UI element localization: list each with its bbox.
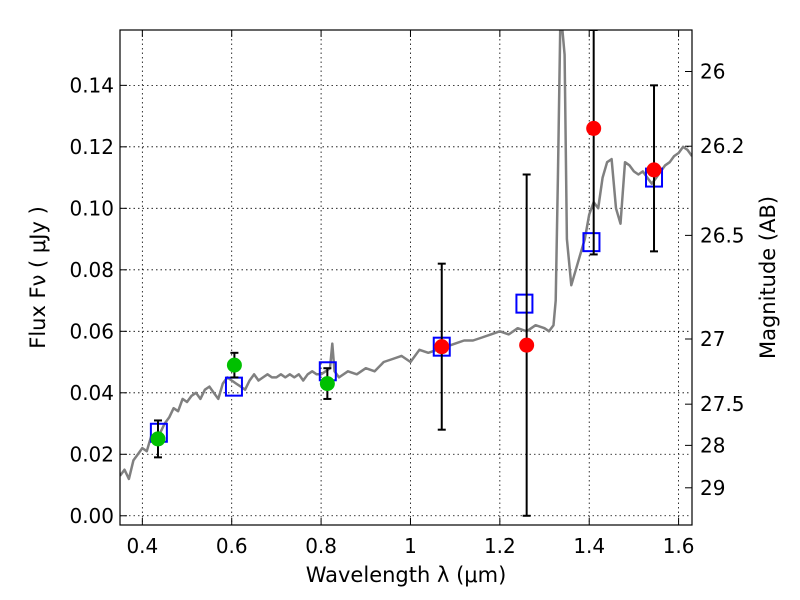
mag-tick-label: 28 — [700, 433, 725, 457]
grid — [120, 30, 692, 525]
mag-tick-label: 26.2 — [700, 134, 745, 158]
plot-series — [120, 30, 692, 517]
y-tick-label: 0.06 — [69, 319, 114, 343]
green-data-point — [226, 357, 242, 373]
x-tick-label: 1 — [404, 534, 417, 558]
y-tick-label: 0.12 — [69, 135, 114, 159]
y-tick-label: 0.10 — [69, 196, 114, 220]
x-axis-label: Wavelength λ (μm) — [306, 563, 507, 587]
green-data-point — [319, 376, 335, 392]
x-tick-label: 0.8 — [305, 534, 337, 558]
red-data-point — [586, 120, 602, 136]
y-tick-label: 0.08 — [69, 258, 114, 282]
mag-tick-label: 27 — [700, 327, 725, 351]
x-tick-label: 1.2 — [484, 534, 516, 558]
model-square-point — [515, 293, 534, 314]
red-data-point — [646, 162, 662, 178]
mag-tick-label: 26.5 — [700, 223, 745, 247]
y-tick-label: 0.14 — [69, 73, 114, 97]
mag-tick-label: 27.5 — [700, 392, 745, 416]
x-tick-label: 0.4 — [126, 534, 158, 558]
mag-tick-label: 26 — [700, 60, 725, 84]
sed-line — [120, 30, 692, 481]
y-axis-label: Flux Fν ( μJy ) — [26, 206, 50, 349]
x-tick-label: 1.4 — [573, 534, 605, 558]
y-tick-label: 0.00 — [69, 504, 114, 528]
plot-frame — [119, 29, 693, 526]
green-data-point — [150, 431, 166, 447]
mag-tick-label: 29 — [700, 476, 725, 500]
red-data-point — [434, 339, 450, 355]
y-tick-label: 0.04 — [69, 381, 114, 405]
model-square-point — [582, 232, 601, 253]
y-tick-label: 0.02 — [69, 442, 114, 466]
red-data-point — [519, 337, 535, 353]
y2-axis-label: Magnitude (AB) — [756, 196, 780, 359]
x-tick-label: 0.6 — [216, 534, 248, 558]
axes: 0.4 0.6 0.8 1 1.2 1.4 1.6 0.00 0.02 0.04 0.06 0.08 0… — [69, 30, 745, 558]
x-tick-label: 1.6 — [663, 534, 695, 558]
